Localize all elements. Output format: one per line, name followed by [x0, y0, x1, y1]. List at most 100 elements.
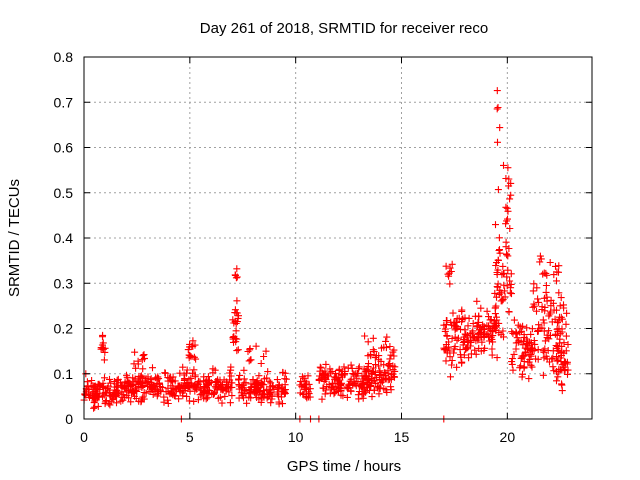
data-point [320, 370, 328, 378]
data-point [557, 313, 565, 321]
data-point [382, 337, 390, 345]
data-point [525, 375, 533, 383]
data-point [107, 397, 115, 405]
data-point [198, 386, 206, 394]
data-point [542, 288, 550, 296]
data-point [545, 312, 553, 320]
data-point [476, 328, 484, 336]
data-point [139, 365, 147, 373]
data-point [378, 376, 386, 384]
data-point [492, 221, 499, 229]
data-point [164, 396, 172, 404]
data-point [183, 392, 191, 400]
data-point [383, 333, 391, 341]
data-point [359, 380, 367, 388]
data-point [488, 335, 496, 343]
data-point [534, 295, 542, 303]
data-point [355, 395, 363, 403]
data-point [368, 393, 376, 401]
data-point [139, 374, 147, 382]
data-point [268, 392, 276, 400]
data-point [213, 381, 220, 389]
data-point [469, 320, 477, 327]
data-point [255, 395, 263, 403]
data-point [235, 376, 243, 384]
data-point [251, 386, 259, 394]
data-point [185, 354, 193, 362]
data-point [168, 376, 176, 384]
data-point [327, 384, 335, 391]
data-points [80, 87, 572, 423]
data-point [493, 105, 501, 113]
data-point [339, 392, 347, 400]
data-point [457, 353, 465, 361]
data-point [248, 383, 256, 391]
data-point [528, 325, 536, 333]
data-point [491, 289, 499, 297]
data-point [506, 277, 514, 285]
data-point [518, 373, 526, 381]
data-point [525, 358, 533, 366]
data-point [337, 387, 345, 395]
data-point [519, 341, 527, 349]
data-point [557, 358, 565, 365]
data-point [214, 376, 222, 384]
data-point [154, 373, 162, 381]
data-point [502, 203, 510, 211]
data-point [564, 366, 572, 374]
data-point [493, 354, 501, 362]
data-point [267, 399, 275, 407]
data-point [234, 346, 242, 354]
data-point [508, 358, 516, 366]
data-point [240, 366, 248, 374]
data-point [530, 302, 538, 310]
data-point [94, 402, 102, 410]
data-point [527, 330, 535, 338]
data-point [483, 307, 491, 315]
data-point [500, 281, 508, 289]
data-point [134, 381, 142, 388]
data-point [512, 328, 520, 336]
y-tick-label: 0.5 [54, 185, 74, 201]
data-point [179, 363, 187, 371]
y-tick-label: 0.2 [54, 321, 74, 337]
data-point [255, 372, 263, 380]
data-point [459, 338, 467, 346]
data-point [202, 384, 210, 391]
data-point [233, 318, 241, 326]
data-point [533, 284, 541, 292]
data-point [171, 377, 179, 385]
data-point [503, 251, 511, 259]
data-point [164, 377, 172, 385]
data-point [442, 317, 450, 324]
data-point [230, 338, 237, 346]
data-point [517, 327, 525, 335]
data-point [551, 330, 559, 338]
x-tick-label: 15 [394, 429, 410, 445]
data-point [365, 360, 372, 368]
data-point [340, 371, 348, 379]
data-point [317, 364, 325, 372]
data-point [222, 378, 230, 386]
data-point [350, 379, 358, 387]
data-point [240, 379, 248, 387]
data-point [448, 260, 456, 268]
data-point [359, 394, 367, 402]
data-point [552, 262, 559, 270]
data-point [233, 265, 241, 273]
data-point [318, 373, 326, 381]
data-point [494, 104, 502, 111]
data-point [446, 347, 454, 355]
data-point [264, 390, 272, 398]
x-tick-label: 10 [288, 429, 304, 445]
data-point [376, 385, 384, 393]
data-point [100, 356, 108, 364]
data-point [463, 344, 471, 352]
data-point [247, 380, 255, 388]
data-point [513, 334, 521, 342]
data-point [227, 363, 235, 371]
data-point [354, 378, 362, 386]
data-point [130, 387, 138, 395]
data-point [505, 308, 513, 315]
